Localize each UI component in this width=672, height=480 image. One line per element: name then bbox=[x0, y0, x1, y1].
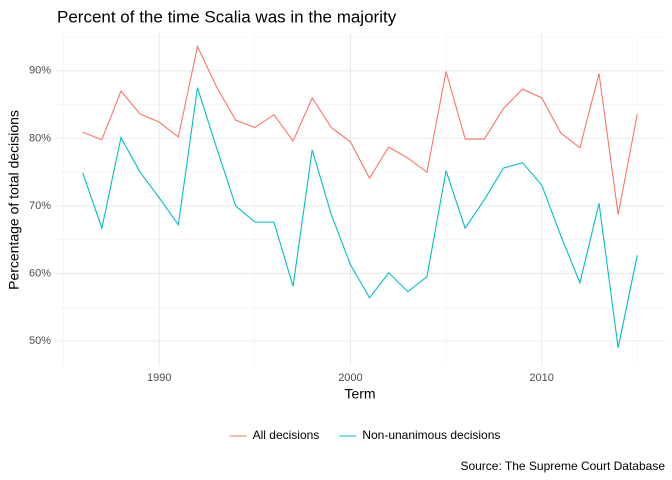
legend-label: Non-unanimous decisions bbox=[362, 428, 500, 442]
y-tick-label: 50% bbox=[29, 335, 51, 347]
y-tick-label: 60% bbox=[29, 267, 51, 279]
x-tick-label: 2000 bbox=[338, 372, 362, 384]
y-tick-label: 90% bbox=[29, 65, 51, 77]
y-tick-label: 70% bbox=[29, 200, 51, 212]
y-tick-label: 80% bbox=[29, 132, 51, 144]
data-line bbox=[82, 44, 638, 215]
caption: Source: The Supreme Court Database bbox=[460, 459, 665, 473]
data-line bbox=[82, 87, 638, 348]
x-axis-title: Term bbox=[344, 386, 375, 402]
x-tick-label: 1990 bbox=[147, 372, 171, 384]
y-axis-title: Percentage of total decisions bbox=[6, 110, 22, 290]
legend: All decisions Non-unanimous decisions bbox=[229, 428, 500, 442]
legend-label: All decisions bbox=[253, 428, 320, 442]
x-tick-label: 2010 bbox=[529, 372, 553, 384]
chart-title: Percent of the time Scalia was in the ma… bbox=[57, 7, 397, 26]
